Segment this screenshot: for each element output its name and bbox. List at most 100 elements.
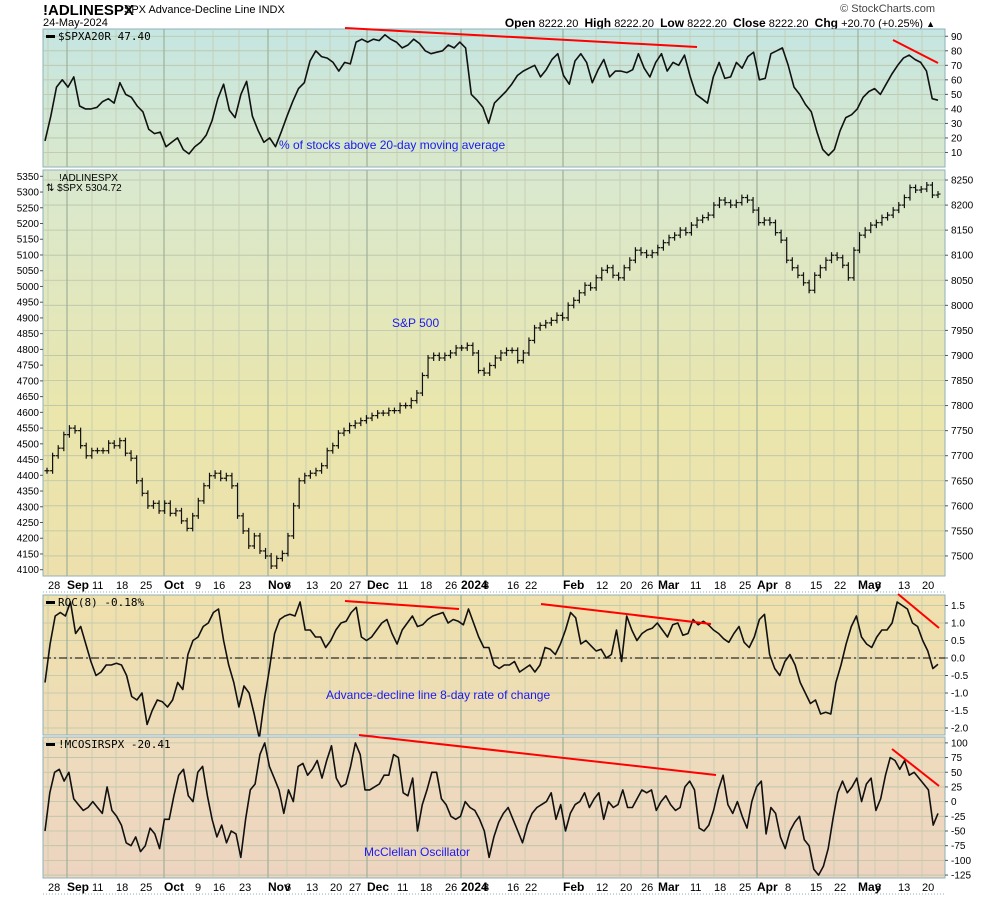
y-tick-label: 60 bbox=[951, 75, 963, 86]
x-tick-label: Sep bbox=[67, 578, 89, 592]
y-tick-label-left: 4150 bbox=[17, 549, 40, 560]
y-tick-label-left: 5350 bbox=[17, 172, 40, 183]
legend-swatch bbox=[46, 743, 55, 746]
x-tick-label: 26 bbox=[641, 882, 653, 894]
x-tick-label: 20 bbox=[330, 580, 342, 592]
ohlc-summary: Open 8222.20 High 8222.20 Low 8222.20 Cl… bbox=[505, 16, 935, 30]
panel-annotation: S&P 500 bbox=[392, 316, 439, 330]
x-tick-label: 27 bbox=[349, 580, 361, 592]
y-tick-label: 7550 bbox=[951, 526, 974, 537]
symbol-description: SPX Advance-Decline Line bbox=[124, 4, 256, 16]
y-tick-label-left: 4200 bbox=[17, 534, 40, 545]
y-tick-label: 7950 bbox=[951, 326, 974, 337]
y-tick-label: 8200 bbox=[951, 201, 974, 212]
panel-annotation: Advance-decline line 8-day rate of chang… bbox=[326, 688, 550, 702]
trendline bbox=[344, 600, 460, 610]
y-tick-label: -0.5 bbox=[951, 671, 969, 682]
y-tick-label-left: 4250 bbox=[17, 518, 40, 529]
x-tick-label: 18 bbox=[420, 882, 432, 894]
y-tick-label-left: 5200 bbox=[17, 219, 40, 230]
x-tick-label: Mar bbox=[658, 880, 680, 894]
x-tick-label: 2024 bbox=[461, 578, 488, 592]
y-tick-label: 0.5 bbox=[951, 636, 965, 647]
y-tick-label: 30 bbox=[951, 119, 963, 130]
x-tick-label: 23 bbox=[239, 580, 251, 592]
panel-mcclellan: -125 -100 -75 -50 -25 0 25 50 75 100 !MCOSIRSPX -2… bbox=[42, 734, 971, 882]
y-tick-label: -2.0 bbox=[951, 724, 969, 735]
y-tick-label: 7800 bbox=[951, 401, 974, 412]
y-tick-label-left: 4700 bbox=[17, 376, 40, 387]
x-tick-label: 20 bbox=[330, 882, 342, 894]
panel-legend: !MCOSIRSPX -20.41 bbox=[58, 738, 171, 751]
x-tick-label: 11 bbox=[690, 882, 701, 894]
y-tick-label: 8100 bbox=[951, 251, 974, 262]
low-label: Low bbox=[660, 16, 685, 30]
x-tick-label: 20 bbox=[620, 882, 632, 894]
x-tick-label: 25 bbox=[140, 882, 152, 894]
y-tick-label: 25 bbox=[951, 782, 963, 793]
x-tick-label: Feb bbox=[563, 880, 584, 894]
y-tick-label: 8000 bbox=[951, 301, 974, 312]
x-tick-label: 11 bbox=[92, 580, 103, 592]
x-tick-label: 27 bbox=[349, 882, 361, 894]
y-tick-label-left: 5100 bbox=[17, 250, 40, 261]
x-tick-label: 9 bbox=[195, 882, 201, 894]
y-tick-label: -50 bbox=[951, 827, 966, 838]
y-tick-label-left: 4750 bbox=[17, 361, 40, 372]
y-tick-label-left: 5050 bbox=[17, 266, 40, 277]
x-tick-label: 28 bbox=[48, 882, 60, 894]
y-tick-label: -125 bbox=[951, 871, 971, 882]
x-tick-label: 18 bbox=[714, 580, 726, 592]
y-tick-label: 90 bbox=[951, 32, 963, 43]
panel-legend: ROC(8) -0.18% bbox=[58, 596, 144, 609]
chart-date: 24-May-2024 bbox=[43, 17, 108, 29]
y-tick-label-left: 4900 bbox=[17, 313, 40, 324]
x-tick-label: Oct bbox=[164, 880, 184, 894]
x-tick-label: 20 bbox=[922, 882, 934, 894]
change-value: +20.70 (+0.25%) bbox=[841, 18, 924, 30]
x-tick-label: Nov bbox=[268, 578, 291, 592]
x-tick-label: Oct bbox=[164, 578, 184, 592]
x-tick-label: 25 bbox=[739, 580, 751, 592]
y-tick-label: -100 bbox=[951, 856, 971, 867]
panel-legend-secondary: ⇅ $SPX 5304.72 bbox=[46, 183, 122, 194]
x-tick-label: 22 bbox=[525, 882, 537, 894]
symbol-title: !ADLINESPX bbox=[43, 2, 134, 19]
exchange-label: INDX bbox=[258, 4, 285, 16]
x-tick-label: Feb bbox=[563, 578, 584, 592]
x-tick-label: May bbox=[858, 880, 882, 894]
y-tick-label: 70 bbox=[951, 61, 963, 72]
trendline bbox=[897, 593, 940, 629]
x-tick-label: 11 bbox=[397, 580, 408, 592]
series-line bbox=[44, 742, 939, 876]
close-label: Close bbox=[733, 16, 766, 30]
copyright: © StockCharts.com bbox=[840, 3, 935, 15]
x-tick-label: 11 bbox=[397, 882, 408, 894]
x-tick-label: 12 bbox=[596, 580, 608, 592]
y-tick-label-left: 5000 bbox=[17, 282, 40, 293]
x-tick-label: 11 bbox=[690, 580, 701, 592]
x-tick-label: 28 bbox=[48, 580, 60, 592]
y-tick-label: 7650 bbox=[951, 476, 974, 487]
y-tick-label-left: 4400 bbox=[17, 471, 40, 482]
y-tick-label: 50 bbox=[951, 768, 963, 779]
symbol-name: SPX Advance-Decline Line INDX bbox=[124, 4, 285, 16]
panel-legend: $SPXA20R 47.40 bbox=[58, 30, 151, 43]
x-tick-label: 22 bbox=[525, 580, 537, 592]
y-tick-label: 8250 bbox=[951, 176, 974, 187]
panel-annotation: McClellan Oscillator bbox=[364, 845, 470, 859]
x-tick-label: 26 bbox=[641, 580, 653, 592]
x-tick-label: 13 bbox=[898, 882, 910, 894]
y-tick-label-left: 4450 bbox=[17, 455, 40, 466]
x-tick-label: 16 bbox=[213, 580, 225, 592]
y-tick-label: 75 bbox=[951, 753, 963, 764]
low-value: 8222.20 bbox=[687, 18, 727, 30]
x-tick-label: 8 bbox=[483, 580, 489, 592]
x-tick-label: 12 bbox=[596, 882, 608, 894]
y-tick-label-left: 5150 bbox=[17, 235, 40, 246]
x-tick-label: 25 bbox=[140, 580, 152, 592]
y-tick-label-left: 4350 bbox=[17, 487, 40, 498]
x-tick-label: 13 bbox=[898, 580, 910, 592]
x-tick-label: 11 bbox=[92, 882, 103, 894]
y-tick-label: 8150 bbox=[951, 226, 974, 237]
